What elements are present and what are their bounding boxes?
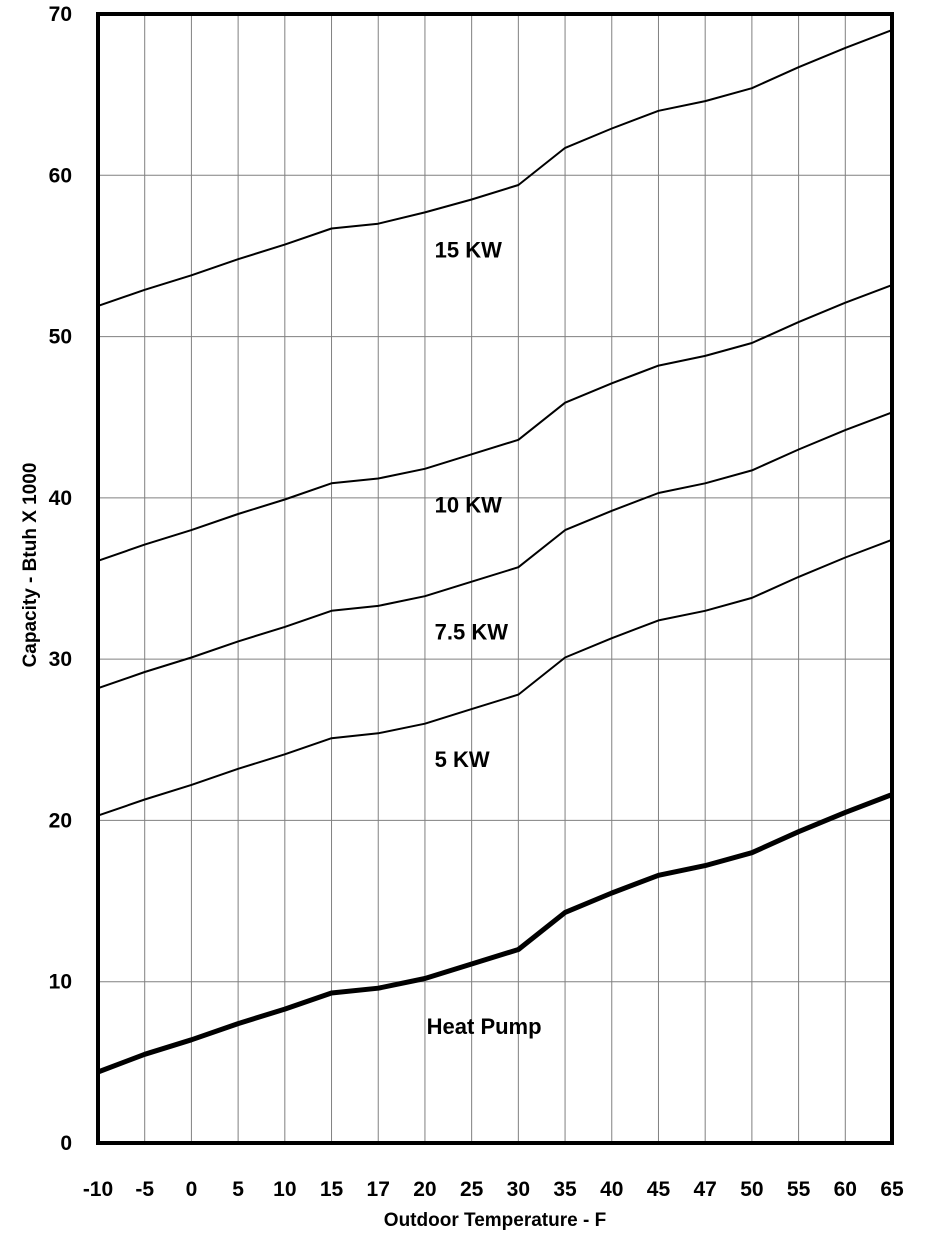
x-tick-label: 30 [507,1178,530,1201]
x-tick-label: 47 [693,1178,716,1201]
y-tick-label: 60 [49,164,72,187]
x-tick-label: 0 [186,1178,198,1201]
x-tick-label: 10 [273,1178,296,1201]
x-tick-label: 65 [880,1178,904,1201]
series-line [97,538,893,817]
y-tick-label: 20 [49,809,72,832]
y-tick-label: 50 [49,326,72,349]
series-labels: 15 KW 10 KW 7.5 KW 5 KW Heat Pump [427,237,542,1038]
series-label: 15 KW [435,237,502,262]
x-axis-label: Outdoor Temperature - F [384,1210,606,1231]
y-axis-label: Capacity - Btuh X 1000 [20,463,41,668]
x-tick-label: 40 [600,1178,623,1201]
series-line [97,411,893,690]
x-tick-label: 60 [834,1178,857,1201]
series-label: Heat Pump [427,1014,542,1039]
x-tick-label: 5 [232,1178,244,1201]
y-tick-label: 70 [49,3,72,26]
x-tick-label: -10 [83,1178,113,1201]
grid [98,14,892,1143]
x-tick-label: 50 [740,1178,763,1201]
series-label: 5 KW [435,747,490,772]
x-tick-label: 15 [320,1178,344,1201]
x-tick-label: 55 [787,1178,811,1201]
x-tick-label: -5 [135,1178,154,1201]
series-line [97,284,893,562]
series-label: 7.5 KW [435,620,509,645]
x-tick-label: 45 [647,1178,671,1201]
series-line [97,29,893,307]
y-tick-label: 40 [49,487,72,510]
plot-frame [96,12,894,1145]
y-tick-label: 30 [49,648,72,671]
x-tick-label: 17 [367,1178,390,1201]
x-tick-label: 35 [553,1178,577,1201]
x-tick-label: 25 [460,1178,484,1201]
y-tick-label: 0 [60,1132,72,1155]
y-axis-ticks: 0 10 20 30 40 50 60 70 [49,3,72,1155]
y-tick-label: 10 [49,971,72,994]
x-tick-label: 20 [413,1178,436,1201]
series-lines [97,29,893,1075]
series-label: 10 KW [435,492,502,517]
series-line [97,792,893,1075]
x-axis-ticks: -10 -5 0 5 10 15 17 20 25 30 35 40 45 47 50 55 60 65 [83,1178,904,1201]
